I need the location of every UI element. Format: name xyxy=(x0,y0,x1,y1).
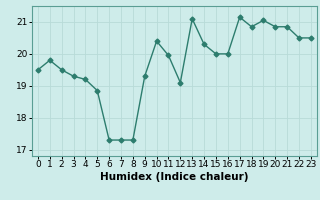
X-axis label: Humidex (Indice chaleur): Humidex (Indice chaleur) xyxy=(100,172,249,182)
